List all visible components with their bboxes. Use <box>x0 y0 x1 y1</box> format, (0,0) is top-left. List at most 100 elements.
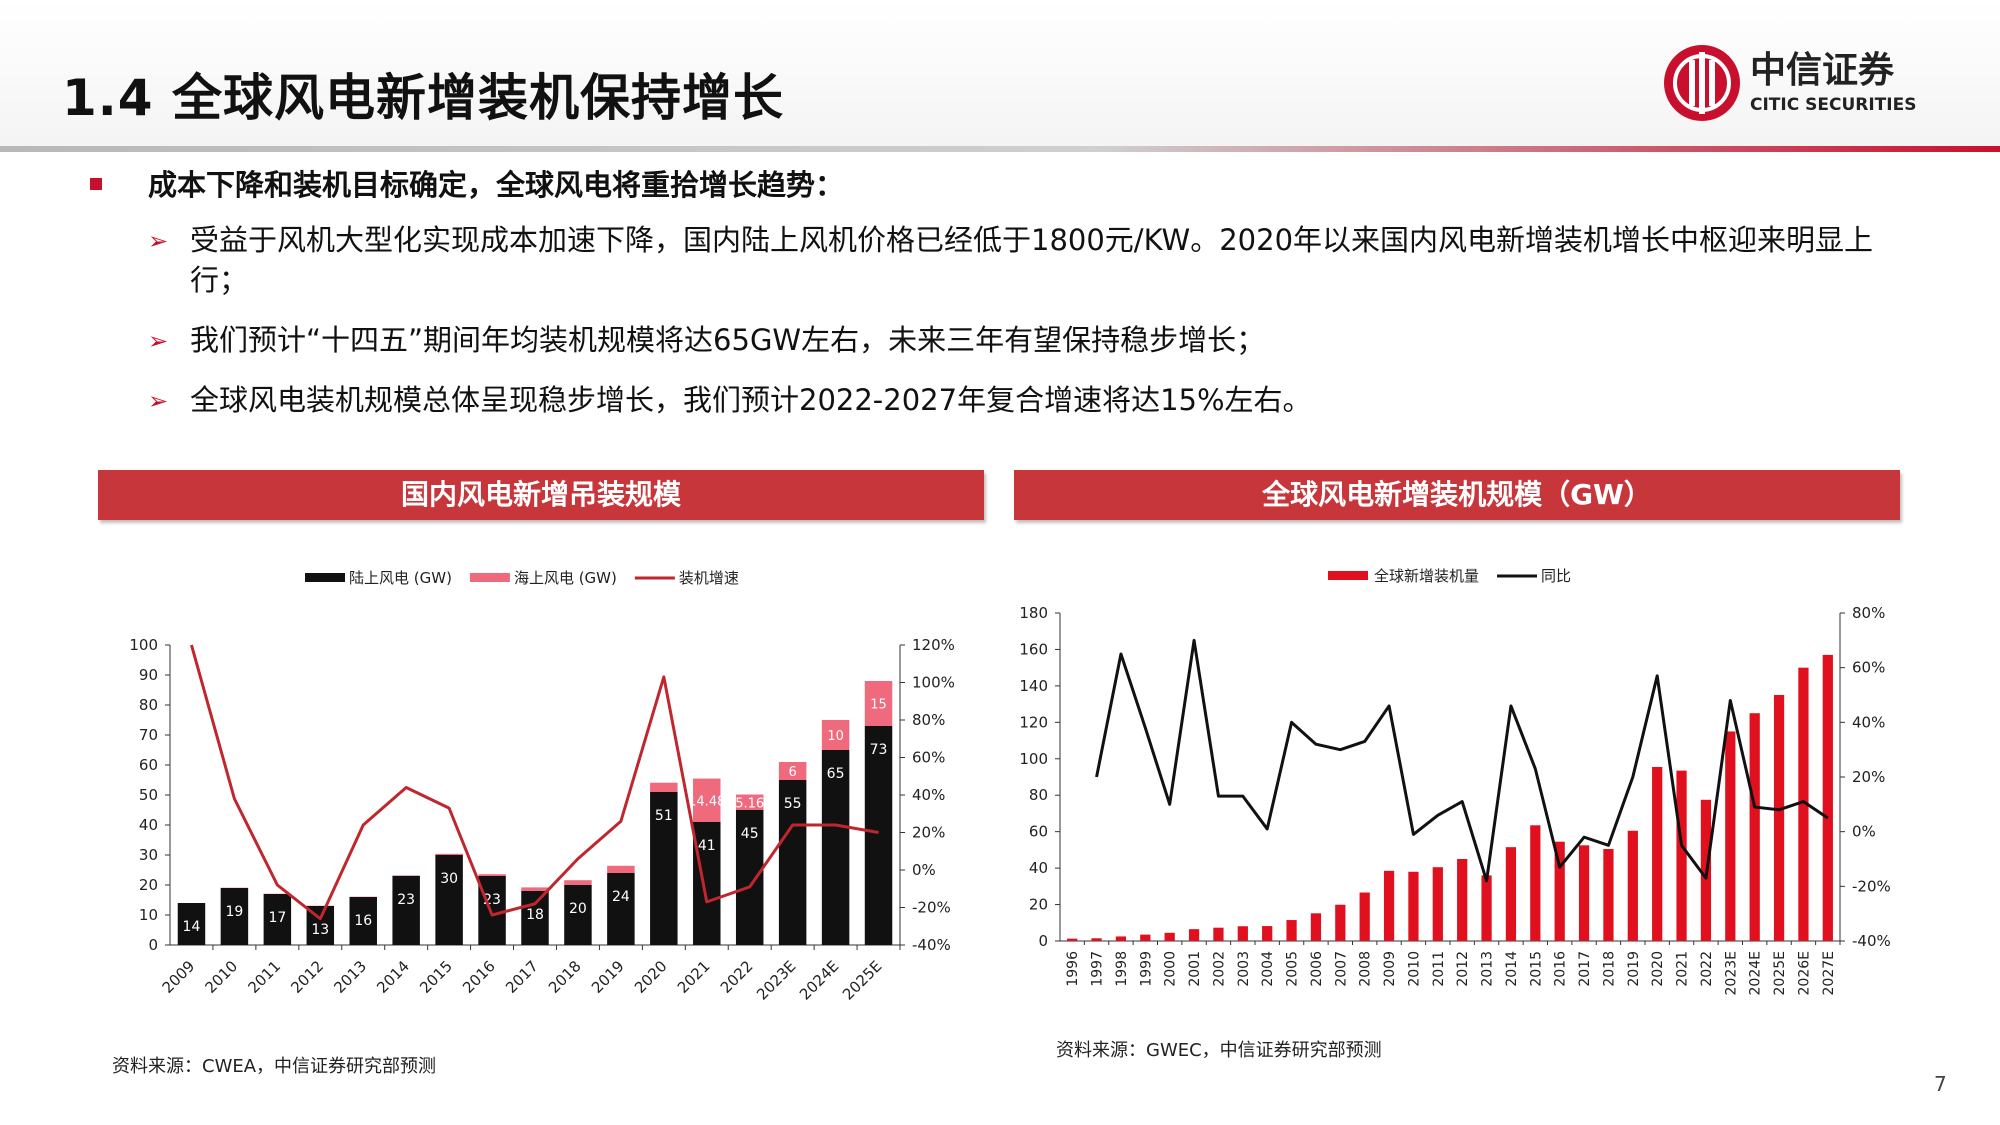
global-bar <box>1140 934 1151 941</box>
x-tick-label: 2001 <box>1187 951 1203 987</box>
x-tick-label: 2016 <box>1553 951 1569 987</box>
sub-bullet-2: ➢ 我们预计“十四五”期间年均装机规模将达65GW左右，未来三年有望保持稳步增长； <box>148 320 1928 360</box>
global-bar <box>1749 713 1760 941</box>
global-bar <box>1481 875 1492 941</box>
y-tick-label-left: 10 <box>139 906 158 924</box>
legend-label-1: 海上风电 (GW) <box>514 569 617 587</box>
offshore-bar <box>650 782 678 792</box>
onshore-data-label: 13 <box>311 922 329 938</box>
offshore-bar <box>521 887 549 891</box>
offshore-data-label: 3.1 <box>653 770 674 785</box>
legend-swatch-0 <box>305 573 345 582</box>
x-tick-label: 2024E <box>1748 951 1764 995</box>
main-bullet: 成本下降和装机目标确定，全球风电将重拾增长趋势： <box>90 162 844 204</box>
onshore-bar <box>435 855 463 945</box>
square-bullet-icon <box>90 178 102 190</box>
offshore-data-label: 0.4 <box>439 841 460 856</box>
y-tick-label-left: 140 <box>1019 677 1048 695</box>
y-tick-label-left: 120 <box>1019 713 1048 731</box>
y-tick-label-left: 80 <box>139 696 158 714</box>
x-tick-label: 2013 <box>1480 951 1496 987</box>
onshore-data-label: 73 <box>870 742 888 758</box>
x-tick-label: 2010 <box>202 957 242 997</box>
y-tick-label-right: 60% <box>912 749 945 767</box>
onshore-data-label: 18 <box>526 907 544 923</box>
x-tick-label: 2009 <box>1382 951 1398 987</box>
global-bar <box>1627 830 1638 941</box>
offshore-bar <box>735 794 764 810</box>
left-chart-header: 国内风电新增吊装规模 <box>98 470 984 520</box>
offshore-bar <box>564 880 592 885</box>
y-tick-label-left: 20 <box>1029 896 1048 914</box>
y-tick-label-left: 30 <box>139 846 158 864</box>
x-tick-label: 2012 <box>1455 951 1471 987</box>
y-tick-label-left: 160 <box>1019 640 1048 658</box>
onshore-bar <box>864 726 893 945</box>
global-bar <box>1432 867 1443 941</box>
onshore-bar <box>349 897 377 945</box>
x-tick-label: 2021 <box>674 957 714 997</box>
offshore-bar <box>778 762 807 780</box>
x-tick-label: 1996 <box>1065 951 1081 987</box>
onshore-data-label: 55 <box>784 796 802 812</box>
global-bar <box>1798 667 1809 941</box>
global-bar <box>1067 938 1078 941</box>
y-tick-label-left: 60 <box>1029 823 1048 841</box>
y-tick-label-left: 0 <box>148 936 158 954</box>
y-tick-label-right: 40% <box>1852 713 1885 731</box>
onshore-bar <box>220 888 249 945</box>
y-tick-label-right: 20% <box>1852 768 1885 786</box>
y-tick-label-right: 80% <box>912 711 945 729</box>
onshore-bar <box>693 822 721 945</box>
global-bar <box>1115 936 1127 941</box>
x-tick-label: 2010 <box>1406 951 1422 987</box>
onshore-data-label: 23 <box>397 892 415 908</box>
legend-label-bars: 全球新增装机量 <box>1374 567 1479 585</box>
onshore-data-label: 19 <box>225 904 243 920</box>
x-tick-label: 2015 <box>1528 951 1544 987</box>
x-tick-label: 2004 <box>1260 951 1276 987</box>
right-chart-header: 全球风电新增装机规模（GW） <box>1014 470 1900 520</box>
main-bullet-text: 成本下降和装机目标确定，全球风电将重拾增长趋势： <box>148 168 845 202</box>
x-tick-label: 2023E <box>753 957 799 1003</box>
domestic-wind-chart: 陆上风电 (GW) 海上风电 (GW) 装机增速 0 10 20 30 40 50 60 70 80 9… <box>129 569 955 1004</box>
x-tick-label: 2018 <box>1601 951 1617 987</box>
global-bar <box>1188 929 1200 941</box>
x-tick-label: 1999 <box>1138 951 1154 987</box>
onshore-bar <box>564 885 592 945</box>
x-tick-label: 2025E <box>1772 951 1788 995</box>
y-tick-label-left: 70 <box>139 726 158 744</box>
onshore-bar <box>607 873 635 945</box>
x-tick-label: 2013 <box>330 957 370 997</box>
offshore-data-label: 2.4 <box>611 853 632 868</box>
y-tick-label-right: -40% <box>1852 932 1891 950</box>
arrow-bullet-icon: ➢ <box>148 327 169 355</box>
global-bar <box>1335 904 1346 941</box>
citic-logo: 中信证券 CITIC SECURITIES <box>1664 45 1916 121</box>
arrow-bullet-icon: ➢ <box>148 227 169 255</box>
y-tick-label-left: 180 <box>1019 604 1048 622</box>
onshore-data-label: 65 <box>827 766 845 782</box>
y-tick-label-right: 120% <box>912 636 955 654</box>
onshore-bar <box>650 792 678 945</box>
y-tick-label-left: 20 <box>139 876 158 894</box>
sub-bullet-1: ➢ 受益于风机大型化实现成本加速下降，国内陆上风机价格已经低于1800元/KW。2… <box>148 223 1874 297</box>
x-tick-label: 2019 <box>1626 951 1642 987</box>
x-tick-label: 2019 <box>588 957 628 997</box>
offshore-data-label: 6 <box>789 765 797 780</box>
onshore-bar <box>478 876 506 945</box>
y-tick-label-right: 60% <box>1852 659 1885 677</box>
y-tick-label-left: 100 <box>129 636 158 654</box>
y-tick-label-left: 60 <box>139 756 158 774</box>
global-bar <box>1725 731 1736 941</box>
global-bar <box>1359 892 1370 941</box>
y-tick-label-left: 100 <box>1019 750 1048 768</box>
logo-en: CITIC SECURITIES <box>1750 95 1916 115</box>
global-bar <box>1262 926 1273 941</box>
x-tick-label: 2014 <box>1504 951 1520 987</box>
x-tick-label: 2000 <box>1163 951 1179 987</box>
offshore-data-label: 0.1 <box>353 884 374 899</box>
x-tick-label: 2011 <box>1431 951 1447 987</box>
y-tick-label-left: 0 <box>1038 932 1048 950</box>
y-tick-label-right: -20% <box>912 899 951 917</box>
